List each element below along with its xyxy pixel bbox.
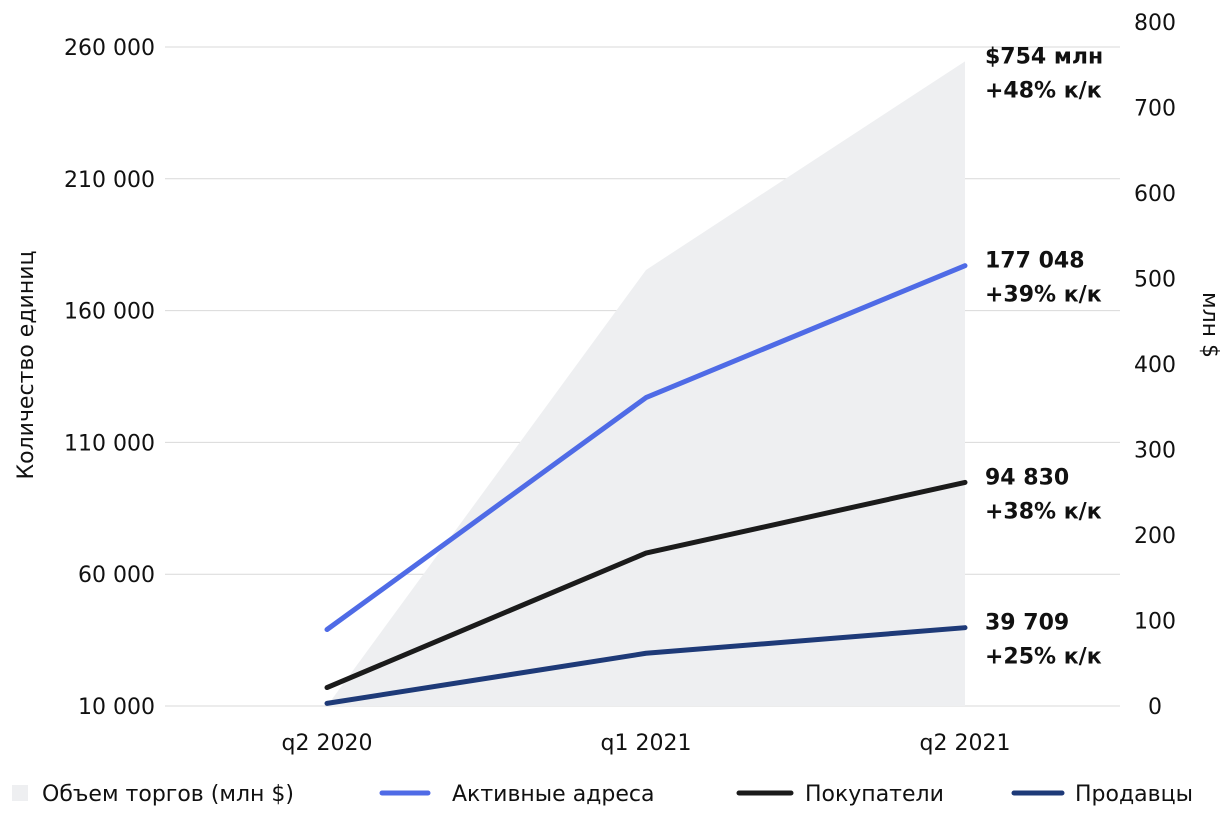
series-line-2 [324,479,968,691]
annotation-change: +48% к/к [985,78,1102,103]
annotation-layer: $754 млн +48% к/к 177 048 +39% к/к 94 830 +38… [985,44,1103,669]
y-right-tick-label: 400 [1134,353,1176,378]
annotation-value: $754 млн [985,44,1103,69]
y-left-axis-title: Количество единиц [14,250,39,479]
legend-area-swatch [12,785,28,801]
annotation-change: +25% к/к [985,645,1102,670]
y-left-tick-label: 160 000 [64,300,155,325]
series-line-3 [324,625,968,706]
annotation-change: +39% к/к [985,283,1102,308]
x-tick-label: q2 2020 [282,731,373,756]
y-right-tick-label: 300 [1134,439,1176,464]
annotation-value: 177 048 [985,249,1085,274]
legend-label-1: Активные адреса [452,782,654,807]
y-right-tick-label: 0 [1148,695,1162,720]
y-left-tick-label: 210 000 [64,168,155,193]
line-layer [324,263,968,706]
legend-label-area: Объем торгов (млн $) [42,782,294,807]
y-right-tick-label: 800 [1134,11,1176,36]
y-right-tick-label: 200 [1134,524,1176,549]
annotation-value: 94 830 [985,465,1069,490]
axis-layer: 10 000 60 000 110 000 160 000 210 000 260 000… [14,11,1222,756]
legend-label-2: Покупатели [805,782,944,807]
y-right-tick-label: 100 [1134,610,1176,635]
legend-label-3: Продавцы [1075,782,1193,807]
y-right-tick-label: 700 [1134,97,1176,122]
area-layer [327,61,965,706]
y-right-tick-label: 600 [1134,182,1176,207]
series-line-1 [324,263,968,633]
x-tick-label: q1 2021 [601,731,692,756]
x-tick-label: q2 2021 [920,731,1011,756]
y-right-tick-label: 500 [1134,268,1176,293]
legend: Объем торгов (млн $) Активные адреса Покуп… [12,782,1193,807]
area-trading-volume [327,61,965,706]
y-right-axis-title: млн $ [1197,292,1222,358]
annotation-change: +38% к/к [985,499,1102,524]
y-left-tick-label: 10 000 [78,695,155,720]
y-left-tick-label: 60 000 [78,563,155,588]
y-left-tick-label: 260 000 [64,36,155,61]
annotation-value: 39 709 [985,611,1069,636]
y-left-tick-label: 110 000 [64,431,155,456]
